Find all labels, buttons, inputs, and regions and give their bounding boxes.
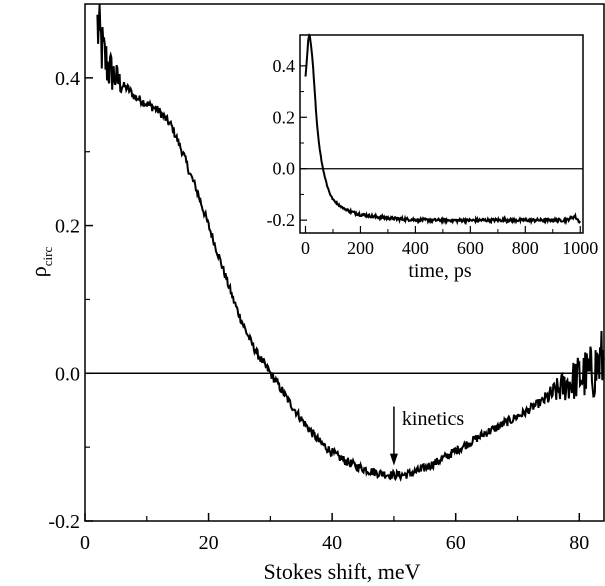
- main-y-axis-title: ρcirc: [26, 247, 55, 278]
- inset-y-tick-label: 0.4: [273, 56, 296, 76]
- main-y-axis-title-symbol: ρ: [26, 266, 51, 277]
- inset-x-tick-label: 0: [301, 238, 310, 258]
- inset-y-tick-label: 0.2: [273, 107, 296, 127]
- inset-plot: 0 200 400 600 800 1000 -0.2 0.0 0.2 0.4 time, ps: [267, 32, 598, 282]
- inset-x-ticks: 0 200 400 600 800 1000: [301, 226, 598, 258]
- inset-y-tick-label: 0.0: [273, 159, 296, 179]
- main-y-axis-title-subscript: circ: [40, 247, 55, 267]
- inset-y-tick-label: -0.2: [267, 210, 296, 230]
- main-y-ticks: -0.2 0.0 0.2 0.4: [48, 68, 93, 533]
- main-x-tick-label: 20: [199, 532, 219, 554]
- main-plot-frame: [84, 3, 605, 522]
- inset-plot-frame: [299, 34, 584, 234]
- main-series-line: [96, 3, 605, 482]
- inset-x-tick-label: 1000: [562, 238, 598, 258]
- inset-x-axis-title: time, ps: [408, 260, 472, 282]
- main-y-tick-label: 0.0: [55, 363, 80, 385]
- main-x-axis-title: Stokes shift, meV: [263, 559, 420, 584]
- main-y-tick-label: 0.2: [55, 216, 80, 238]
- inset-x-tick-label: 600: [457, 238, 484, 258]
- main-y-tick-label: -0.2: [48, 511, 80, 533]
- main-x-ticks: 0 20 40 60 80: [80, 513, 589, 554]
- inset-x-tick-label: 800: [512, 238, 539, 258]
- inset-x-tick-label: 400: [402, 238, 429, 258]
- inset-x-tick-label: 200: [347, 238, 374, 258]
- main-x-tick-label: 80: [569, 532, 589, 554]
- inset-y-ticks: -0.2 0.0 0.2 0.4: [267, 56, 307, 230]
- main-x-tick-label: 60: [446, 532, 466, 554]
- main-x-tick-label: 0: [80, 532, 90, 554]
- kinetics-arrow-head: [389, 453, 398, 466]
- main-x-tick-label: 40: [322, 532, 342, 554]
- kinetics-label: kinetics: [402, 408, 464, 430]
- inset-series-line: [304, 32, 582, 226]
- main-y-tick-label: 0.4: [55, 68, 80, 90]
- main-plot: 0 20 40 60 80 -0.2 0.0 0.2 0.4 Stokes shift, me…: [26, 3, 605, 584]
- kinetics-annotation: kinetics: [389, 406, 464, 466]
